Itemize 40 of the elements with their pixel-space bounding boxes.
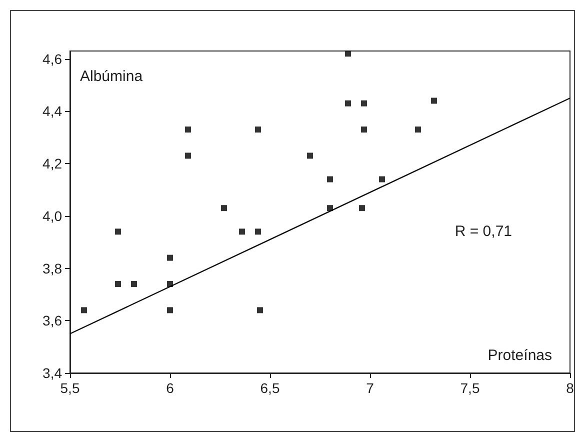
point: [131, 280, 137, 287]
point: [221, 205, 227, 212]
y-tick-label: 4,0: [42, 208, 62, 224]
y-tick-label: 3,8: [42, 260, 62, 276]
point: [115, 228, 121, 235]
point: [81, 307, 87, 314]
y-tick-label: 4,6: [42, 50, 62, 67]
point: [185, 126, 191, 133]
x-tick-label: 8: [566, 380, 574, 396]
point: [361, 100, 367, 106]
point: [167, 254, 173, 261]
y-axis-title: Albúmina: [80, 68, 144, 85]
y-tick-label: 3,4: [42, 365, 62, 381]
x-tick-label: 5,5: [60, 380, 80, 396]
point: [361, 126, 367, 133]
point: [345, 100, 351, 106]
point: [167, 307, 173, 314]
point: [255, 228, 261, 235]
x-tick-label: 6,5: [260, 380, 280, 396]
point: [327, 176, 333, 182]
x-tick-label: 7: [366, 380, 374, 396]
y-tick-label: 4,2: [42, 156, 62, 172]
x-tick-label: 7,5: [460, 380, 480, 396]
y-tick-label: 3,6: [42, 312, 62, 329]
point: [257, 307, 263, 314]
point: [115, 280, 121, 287]
y-tick-label: 4,4: [42, 103, 62, 120]
point: [185, 152, 191, 159]
point: [327, 205, 333, 212]
point: [359, 205, 365, 212]
point: [255, 126, 261, 133]
point: [307, 152, 313, 159]
annotation: R = 0,71: [454, 223, 512, 240]
point: [345, 50, 351, 57]
x-axis-title: Proteínas: [488, 347, 552, 364]
point: [239, 228, 245, 235]
point: [379, 176, 385, 182]
point: [415, 126, 421, 133]
x-tick-label: 6: [166, 380, 174, 396]
point: [431, 98, 437, 104]
